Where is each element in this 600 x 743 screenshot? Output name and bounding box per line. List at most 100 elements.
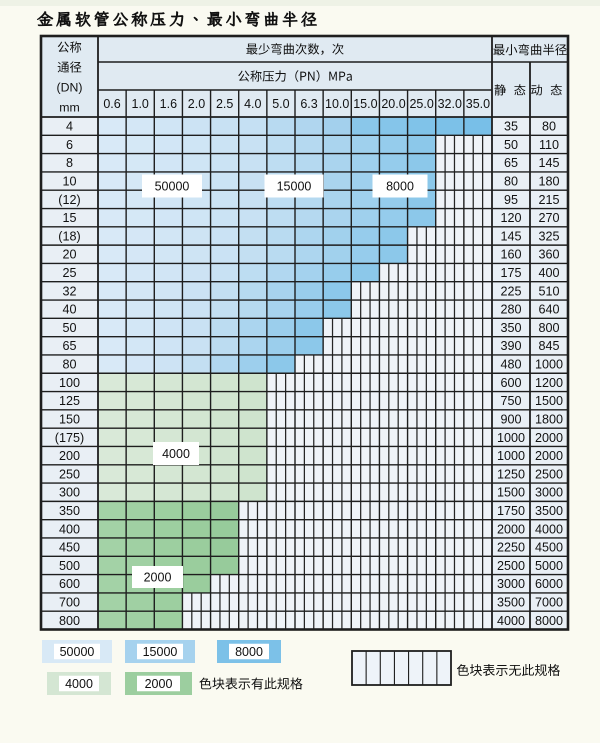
svg-text:15: 15 — [62, 211, 76, 225]
svg-text:510: 510 — [538, 284, 559, 298]
svg-text:95: 95 — [504, 193, 518, 207]
svg-text:180: 180 — [538, 175, 559, 189]
svg-text:400: 400 — [538, 266, 559, 280]
svg-text:845: 845 — [538, 339, 559, 353]
svg-text:1000: 1000 — [497, 449, 525, 463]
svg-text:80: 80 — [542, 120, 556, 134]
svg-text:35: 35 — [504, 120, 518, 134]
svg-text:(175): (175) — [55, 431, 84, 445]
svg-text:225: 225 — [500, 284, 521, 298]
svg-text:1250: 1250 — [497, 467, 525, 481]
svg-text:10: 10 — [62, 175, 76, 189]
svg-text:800: 800 — [538, 321, 559, 335]
svg-text:10.0: 10.0 — [325, 97, 349, 111]
svg-text:6000: 6000 — [535, 577, 563, 591]
svg-text:1000: 1000 — [497, 431, 525, 445]
svg-text:4: 4 — [66, 120, 73, 134]
svg-text:150: 150 — [59, 412, 80, 426]
svg-text:8000: 8000 — [386, 179, 414, 193]
svg-text:15000: 15000 — [277, 179, 312, 193]
svg-text:480: 480 — [500, 358, 521, 372]
svg-text:640: 640 — [538, 303, 559, 317]
svg-text:280: 280 — [500, 303, 521, 317]
svg-text:65: 65 — [504, 156, 518, 170]
svg-text:8000: 8000 — [235, 645, 263, 659]
svg-text:2500: 2500 — [497, 559, 525, 573]
svg-text:900: 900 — [500, 412, 521, 426]
svg-text:15.0: 15.0 — [353, 97, 377, 111]
svg-text:1800: 1800 — [535, 412, 563, 426]
svg-text:15000: 15000 — [143, 645, 178, 659]
svg-text:800: 800 — [59, 614, 80, 628]
svg-text:1.0: 1.0 — [132, 97, 149, 111]
svg-text:32: 32 — [62, 284, 76, 298]
svg-text:50: 50 — [504, 138, 518, 152]
svg-text:350: 350 — [59, 504, 80, 518]
svg-text:110: 110 — [539, 138, 559, 152]
svg-text:1000: 1000 — [535, 358, 563, 372]
svg-text:0.6: 0.6 — [103, 97, 120, 111]
svg-text:2000: 2000 — [145, 677, 173, 691]
svg-text:25: 25 — [62, 266, 76, 280]
svg-text:3500: 3500 — [535, 504, 563, 518]
svg-text:35.0: 35.0 — [466, 97, 490, 111]
svg-text:6: 6 — [66, 138, 73, 152]
svg-text:5000: 5000 — [535, 559, 563, 573]
svg-text:4000: 4000 — [497, 614, 525, 628]
svg-text:750: 750 — [500, 394, 521, 408]
svg-text:8: 8 — [66, 156, 73, 170]
svg-text:(DN): (DN) — [57, 80, 83, 94]
svg-text:20.0: 20.0 — [381, 97, 405, 111]
svg-text:300: 300 — [59, 486, 80, 500]
svg-text:mm: mm — [59, 100, 80, 114]
svg-text:65: 65 — [62, 339, 76, 353]
svg-text:4000: 4000 — [65, 677, 93, 691]
svg-text:1500: 1500 — [535, 394, 563, 408]
svg-text:2000: 2000 — [535, 431, 563, 445]
svg-text:390: 390 — [500, 339, 521, 353]
svg-text:270: 270 — [538, 211, 559, 225]
svg-text:80: 80 — [504, 175, 518, 189]
svg-text:2000: 2000 — [144, 570, 172, 584]
svg-text:160: 160 — [500, 248, 521, 262]
svg-text:145: 145 — [538, 156, 559, 170]
svg-text:325: 325 — [538, 229, 559, 243]
svg-text:3500: 3500 — [497, 595, 525, 609]
svg-text:6.3: 6.3 — [300, 97, 317, 111]
svg-text:8000: 8000 — [535, 614, 563, 628]
svg-text:3000: 3000 — [535, 486, 563, 500]
svg-text:25.0: 25.0 — [409, 97, 433, 111]
svg-text:2000: 2000 — [497, 522, 525, 536]
svg-text:215: 215 — [538, 193, 559, 207]
svg-text:600: 600 — [500, 376, 521, 390]
svg-text:2250: 2250 — [497, 541, 525, 555]
svg-text:250: 250 — [59, 467, 80, 481]
svg-text:5.0: 5.0 — [272, 97, 289, 111]
svg-text:125: 125 — [59, 394, 80, 408]
svg-text:145: 145 — [500, 229, 521, 243]
svg-text:50000: 50000 — [155, 179, 190, 193]
svg-text:2.0: 2.0 — [188, 97, 205, 111]
svg-text:4000: 4000 — [535, 522, 563, 536]
svg-text:450: 450 — [59, 541, 80, 555]
svg-text:600: 600 — [59, 577, 80, 591]
svg-text:4500: 4500 — [535, 541, 563, 555]
svg-text:4000: 4000 — [162, 447, 190, 461]
svg-text:50000: 50000 — [60, 645, 95, 659]
svg-text:(12): (12) — [58, 193, 80, 207]
svg-text:2000: 2000 — [535, 449, 563, 463]
svg-text:1750: 1750 — [497, 504, 525, 518]
svg-text:7000: 7000 — [535, 595, 563, 609]
svg-text:175: 175 — [500, 266, 521, 280]
svg-text:80: 80 — [62, 358, 76, 372]
svg-text:50: 50 — [62, 321, 76, 335]
svg-text:350: 350 — [500, 321, 521, 335]
svg-text:500: 500 — [59, 559, 80, 573]
svg-text:2.5: 2.5 — [216, 97, 233, 111]
svg-text:(18): (18) — [58, 229, 80, 243]
svg-text:32.0: 32.0 — [438, 97, 462, 111]
svg-text:120: 120 — [500, 211, 521, 225]
svg-text:3000: 3000 — [497, 577, 525, 591]
svg-text:100: 100 — [59, 376, 80, 390]
svg-text:20: 20 — [62, 248, 76, 262]
